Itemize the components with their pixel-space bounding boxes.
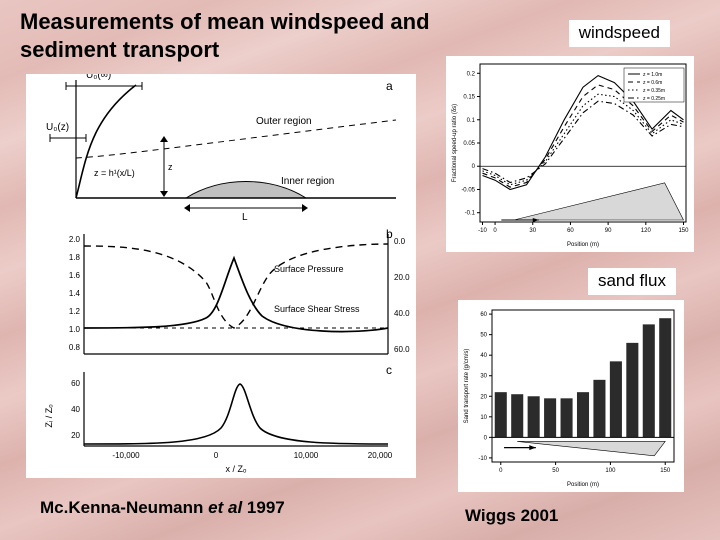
u0-z: U₀(z) bbox=[46, 122, 69, 133]
svg-text:120: 120 bbox=[641, 228, 652, 234]
svg-text:z = 1.0m: z = 1.0m bbox=[643, 72, 662, 78]
inner-region: Inner region bbox=[281, 176, 334, 187]
sandflux-chart-svg: -10 0 10 20 30 40 50 60 0 50 100 150 Sand transport … bbox=[458, 300, 684, 492]
svg-text:90: 90 bbox=[605, 228, 612, 234]
slide-root: Measurements of mean windspeed and sedim… bbox=[0, 0, 720, 540]
c-ylabel: Zᵢ / Zₒ bbox=[44, 404, 54, 428]
cite-left-author: Mc.Kenna-Neumann bbox=[40, 498, 203, 517]
svg-text:1.4: 1.4 bbox=[69, 289, 81, 298]
panel-a-letter: a bbox=[386, 79, 393, 93]
svg-text:Fractional speed-up ratio (δs): Fractional speed-up ratio (δs) bbox=[452, 104, 458, 182]
svg-text:30: 30 bbox=[529, 228, 536, 234]
svg-text:-10: -10 bbox=[478, 456, 487, 462]
svg-text:1.8: 1.8 bbox=[69, 253, 81, 262]
windspeed-chart-panel: -0.1 -0.05 0 0.05 0.1 0.15 0.2 -10 0 30 60 90 120 150… bbox=[446, 56, 694, 252]
svg-text:-10,000: -10,000 bbox=[112, 451, 140, 460]
svg-text:2.0: 2.0 bbox=[69, 235, 81, 244]
panel-c-letter: c bbox=[386, 363, 392, 377]
z-h-label: z = h¹(x/L) bbox=[94, 168, 135, 178]
svg-text:Position (m): Position (m) bbox=[567, 242, 599, 248]
left-diagram-panel: a U₀(∞) U₀(z) z bbox=[26, 74, 416, 478]
outer-region: Outer region bbox=[256, 116, 312, 127]
svg-text:-0.05: -0.05 bbox=[461, 187, 475, 193]
svg-text:20: 20 bbox=[480, 394, 487, 400]
svg-text:60.0: 60.0 bbox=[394, 345, 410, 354]
svg-text:30: 30 bbox=[480, 374, 487, 380]
svg-text:1.2: 1.2 bbox=[69, 307, 81, 316]
svg-text:60: 60 bbox=[480, 312, 487, 318]
svg-text:0: 0 bbox=[214, 451, 219, 460]
panel-b-letter: b bbox=[386, 227, 393, 241]
svg-text:z = 0.6m: z = 0.6m bbox=[643, 80, 662, 86]
svg-text:0.8: 0.8 bbox=[69, 343, 81, 352]
u0-inf: U₀(∞) bbox=[86, 74, 111, 81]
c-xlabel: x / Zₒ bbox=[226, 464, 247, 474]
svg-text:20,000: 20,000 bbox=[368, 451, 393, 460]
sandflux-chart-panel: -10 0 10 20 30 40 50 60 0 50 100 150 Sand transport … bbox=[458, 300, 684, 492]
svg-text:150: 150 bbox=[678, 228, 689, 234]
svg-text:0.0: 0.0 bbox=[394, 237, 406, 246]
svg-text:z = 0.35m: z = 0.35m bbox=[643, 88, 665, 94]
svg-text:40.0: 40.0 bbox=[394, 309, 410, 318]
stress-label: Surface Shear Stress bbox=[274, 304, 360, 314]
svg-text:50: 50 bbox=[480, 333, 487, 339]
left-diagram-svg: a U₀(∞) U₀(z) z bbox=[26, 74, 416, 478]
citation-right: Wiggs 2001 bbox=[465, 506, 558, 526]
sand-flux-label: sand flux bbox=[588, 268, 676, 295]
svg-text:0: 0 bbox=[484, 435, 488, 441]
svg-text:0: 0 bbox=[499, 468, 503, 474]
svg-text:Sand transport rate (g/cm/s): Sand transport rate (g/cm/s) bbox=[464, 349, 470, 424]
svg-text:60: 60 bbox=[71, 379, 80, 388]
svg-text:-10: -10 bbox=[478, 228, 487, 234]
svg-text:1.0: 1.0 bbox=[69, 325, 81, 334]
L-label: L bbox=[242, 212, 248, 223]
svg-text:z: z bbox=[168, 162, 173, 172]
svg-text:0.15: 0.15 bbox=[463, 95, 475, 101]
windspeed-chart-svg: -0.1 -0.05 0 0.05 0.1 0.15 0.2 -10 0 30 60 90 120 150… bbox=[446, 56, 694, 252]
svg-text:60: 60 bbox=[567, 228, 574, 234]
citation-left: Mc.Kenna-Neumann et al 1997 bbox=[40, 498, 285, 518]
svg-text:10,000: 10,000 bbox=[294, 451, 319, 460]
svg-text:150: 150 bbox=[660, 468, 671, 474]
svg-text:0.2: 0.2 bbox=[467, 71, 476, 77]
pressure-label: Surface Pressure bbox=[274, 264, 344, 274]
svg-text:z = 0.25m: z = 0.25m bbox=[643, 96, 665, 102]
slide-title: Measurements of mean windspeed and sedim… bbox=[20, 8, 440, 63]
svg-text:0.1: 0.1 bbox=[467, 118, 476, 124]
cite-left-etal: et al bbox=[208, 498, 242, 517]
svg-text:100: 100 bbox=[605, 468, 616, 474]
cite-left-year: 1997 bbox=[247, 498, 285, 517]
svg-text:50: 50 bbox=[552, 468, 559, 474]
svg-text:40: 40 bbox=[480, 353, 487, 359]
svg-text:0: 0 bbox=[493, 228, 497, 234]
svg-text:Position (m): Position (m) bbox=[567, 482, 599, 488]
windspeed-label: windspeed bbox=[569, 20, 670, 47]
svg-text:20: 20 bbox=[71, 431, 80, 440]
svg-text:0: 0 bbox=[472, 164, 476, 170]
svg-text:10: 10 bbox=[480, 415, 487, 421]
svg-text:0.05: 0.05 bbox=[463, 141, 475, 147]
svg-text:40: 40 bbox=[71, 405, 80, 414]
svg-text:-0.1: -0.1 bbox=[465, 211, 476, 217]
svg-text:1.6: 1.6 bbox=[69, 271, 81, 280]
svg-text:20.0: 20.0 bbox=[394, 273, 410, 282]
